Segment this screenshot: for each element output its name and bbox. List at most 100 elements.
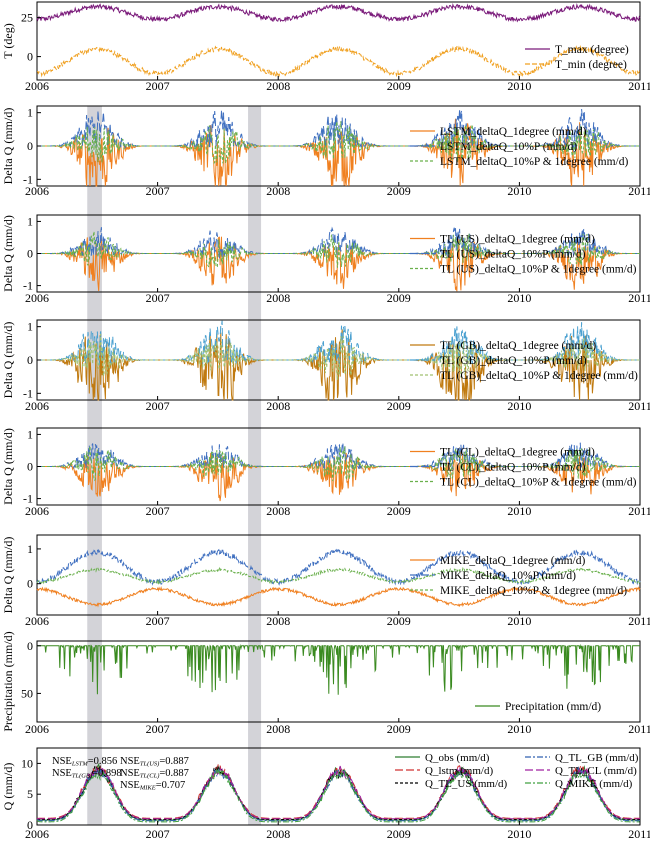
y-tick-label-2-2: 1: [27, 214, 33, 228]
x-tick-label-1-1: 2007: [146, 184, 170, 198]
legend-label-4-1: TL (CL)_deltaQ_10%P (mm/d): [440, 462, 586, 474]
legend-label-2-2: TL (US)_deltaQ_10%P & 1degree (mm/d): [440, 264, 637, 276]
x-tick-label-1-3: 2009: [387, 184, 411, 198]
series-line-3-2: [37, 333, 640, 381]
x-tick-label-1-4: 2010: [507, 184, 531, 198]
series-line-6-0: [37, 643, 640, 695]
series-line-1-2: [37, 121, 640, 165]
x-tick-label-0-1: 2007: [146, 79, 170, 93]
legend-label-1-1: LSTM_deltaQ_10%P (mm/d): [440, 141, 577, 153]
legend-label-1-2: LSTM_deltaQ_10%P & 1degree (mm/d): [440, 156, 628, 168]
x-tick-label-3-5: 2011: [628, 399, 650, 413]
x-tick-label-2-0: 2006: [25, 291, 49, 305]
panel-frame-0: [36, 1, 641, 81]
x-tick-label-7-2: 2008: [266, 827, 290, 841]
series-line-2-2: [37, 231, 640, 268]
x-tick-label-5-5: 2011: [628, 614, 650, 628]
legend-label-5-1: MIKE_deltaQ_10%P (mm/d): [440, 570, 576, 582]
y-tick-label-7-1: 5: [27, 787, 33, 801]
legend-label-7-2: Q_TL_US (mm/d): [425, 778, 508, 790]
y-axis-label-3: Delta Q (mm/d): [1, 322, 15, 399]
legend-label-7-1: Q_lstm (mm/d): [425, 765, 493, 777]
x-tick-label-4-5: 2011: [628, 504, 650, 518]
legend-label-2-1: TL (US)_deltaQ_10%P (mm/d): [440, 249, 586, 261]
x-tick-label-7-1: 2007: [146, 827, 170, 841]
y-axis-label-4: Delta Q (mm/d): [1, 428, 15, 505]
legend-label-2-0: TL (US)_deltaQ_1degree (mm/d): [440, 234, 595, 246]
x-tick-label-6-2: 2008: [266, 722, 290, 736]
x-tick-label-0-2: 2008: [266, 79, 290, 93]
x-tick-label-2-1: 2007: [146, 291, 170, 305]
y-axis-label-0: T (deg): [1, 23, 15, 58]
x-tick-label-6-0: 2006: [25, 722, 49, 736]
x-tick-label-5-3: 2009: [387, 614, 411, 628]
y-tick-label-3-1: 0: [27, 353, 33, 367]
y-tick-label-7-0: 0: [27, 818, 33, 832]
series-line-0-0: [36, 2, 641, 23]
x-tick-label-4-3: 2009: [387, 504, 411, 518]
x-tick-label-4-2: 2008: [266, 504, 290, 518]
series-line-7-3: [36, 766, 640, 822]
x-tick-label-3-1: 2007: [146, 399, 170, 413]
nse-annotation-2: NSETL(GB)=0.898: [52, 768, 122, 780]
legend-label-7-3: Q_TL_GB (mm/d): [555, 752, 639, 764]
nse-annotation-0: NSELSTM=0.856: [52, 756, 117, 768]
series-line-0-1: [37, 44, 641, 78]
x-tick-label-5-1: 2007: [146, 614, 170, 628]
y-tick-label-1-2: 1: [27, 106, 33, 120]
y-axis-label-1: Delta Q (mm/d): [1, 108, 15, 185]
series-line-7-5: [36, 768, 640, 823]
x-tick-label-5-0: 2006: [25, 614, 49, 628]
nse-annotation-4: NSEMIKE=0.707: [120, 780, 185, 792]
y-tick-label-1-1: 0: [27, 139, 33, 153]
x-tick-label-3-4: 2010: [507, 399, 531, 413]
x-tick-label-7-4: 2010: [507, 827, 531, 841]
y-tick-label-6-1: 50: [21, 686, 33, 700]
x-tick-label-1-2: 2008: [266, 184, 290, 198]
x-tick-label-7-5: 2011: [628, 827, 650, 841]
x-tick-label-0-5: 2011: [628, 79, 650, 93]
x-tick-label-6-5: 2011: [628, 722, 650, 736]
x-tick-label-5-4: 2010: [507, 614, 531, 628]
legend-label-0-1: T_min (degree): [555, 59, 627, 71]
y-tick-label-1-0: -1: [23, 172, 33, 186]
y-axis-label-7: Q (mm/d): [1, 763, 15, 811]
legend-label-5-2: MIKE_deltaQ_10%P & 1degree (mm/d): [440, 585, 627, 597]
x-tick-label-3-0: 2006: [25, 399, 49, 413]
y-tick-label-0-1: 25: [21, 11, 33, 25]
x-tick-label-4-4: 2010: [507, 504, 531, 518]
panel-frame-6: [36, 640, 641, 723]
y-tick-label-3-2: 1: [27, 320, 33, 334]
legend-label-0-0: T_max (degree): [555, 44, 629, 56]
x-tick-label-2-3: 2009: [387, 291, 411, 305]
y-axis-label-5: Delta Q (mm/d): [1, 537, 15, 614]
series-line-4-2: [37, 446, 640, 482]
legend-label-3-1: TL (GB)_deltaQ_10%P (mm/d): [440, 355, 587, 367]
y-axis-label-6: Precipitation (mm/d): [1, 631, 15, 731]
legend-label-5-0: MIKE_deltaQ_1degree (mm/d): [440, 555, 585, 567]
x-tick-label-1-5: 2011: [628, 184, 650, 198]
x-tick-label-6-4: 2010: [507, 722, 531, 736]
x-tick-label-0-4: 2010: [507, 79, 531, 93]
x-tick-label-3-2: 2008: [266, 399, 290, 413]
nse-annotation-3: NSETL(CL)=0.887: [120, 768, 189, 780]
y-tick-label-3-0: -1: [23, 386, 33, 400]
x-tick-label-4-1: 2007: [146, 504, 170, 518]
y-tick-label-0-0: 0: [27, 50, 33, 64]
y-tick-label-2-0: -1: [23, 279, 33, 293]
legend-label-7-4: Q_TL_CL (mm/d): [555, 765, 637, 777]
y-tick-label-5-1: 1: [27, 542, 33, 556]
x-tick-label-1-0: 2006: [25, 184, 49, 198]
legend-label-3-2: TL (GB)_deltaQ_10%P & 1degree (mm/d): [440, 370, 638, 382]
y-tick-label-5-0: 0: [27, 577, 33, 591]
legend-label-7-0: Q_obs (mm/d): [425, 752, 490, 764]
x-tick-label-2-5: 2011: [628, 291, 650, 305]
y-tick-label-4-0: -1: [23, 492, 33, 506]
x-tick-label-6-3: 2009: [387, 722, 411, 736]
series-line-5-1: [36, 548, 641, 586]
y-tick-label-6-0: 0: [27, 639, 33, 653]
y-tick-label-7-2: 10: [21, 756, 33, 770]
nse-annotation-1: NSETL(US)=0.887: [120, 756, 189, 768]
x-tick-label-4-0: 2006: [25, 504, 49, 518]
x-tick-label-7-3: 2009: [387, 827, 411, 841]
